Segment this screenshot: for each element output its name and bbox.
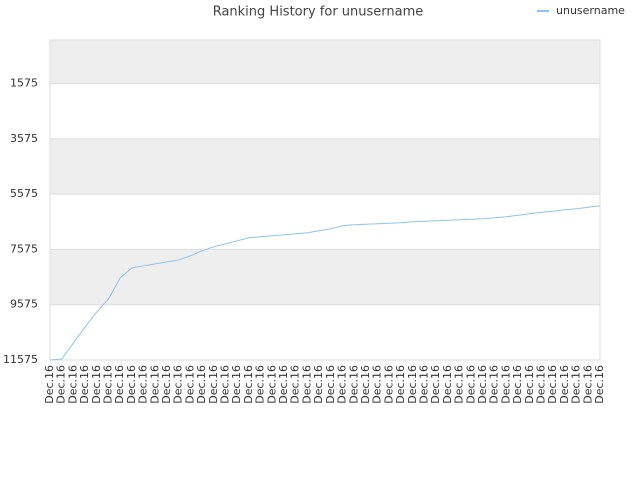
plot-band [50,304,600,360]
x-tick-label: Dec.16 [382,365,395,404]
x-tick-label: Dec.16 [102,365,115,404]
x-tick-label: Dec.16 [534,365,547,404]
x-tick-label: Dec.16 [265,365,278,404]
x-tick-label: Dec.16 [546,365,559,404]
x-tick-label: Dec.16 [300,365,313,404]
x-tick-label: Dec.16 [371,365,384,404]
x-tick-label: Dec.16 [570,365,583,404]
x-tick-label: Dec.16 [441,365,454,404]
y-tick-label: 5575 [10,187,38,200]
x-tick-label: Dec.16 [55,365,68,404]
y-tick-label: 11575 [3,353,38,366]
x-tick-label: Dec.16 [336,365,349,404]
x-tick-label: Dec.16 [78,365,91,404]
x-tick-label: Dec.16 [160,365,173,404]
x-tick-label: Dec.16 [347,365,360,404]
x-tick-label: Dec.16 [148,365,161,404]
plot-band [50,40,600,84]
x-tick-label: Dec.16 [172,365,185,404]
plot-band [50,138,600,195]
x-tick-label: Dec.16 [406,365,419,404]
x-tick-label: Dec.16 [43,365,56,404]
x-tick-label: Dec.16 [137,365,150,404]
x-tick-label: Dec.16 [523,365,536,404]
legend-label: unusername [556,4,625,17]
x-tick-label: Dec.16 [289,365,302,404]
x-tick-label: Dec.16 [183,365,196,404]
y-tick-label: 1575 [10,77,38,90]
x-tick-label: Dec.16 [499,365,512,404]
x-tick-label: Dec.16 [66,365,79,404]
plot-band [50,249,600,305]
x-tick-label: Dec.16 [464,365,477,404]
x-tick-label: Dec.16 [417,365,430,404]
y-tick-label: 9575 [10,298,38,311]
x-tick-label: Dec.16 [242,365,255,404]
y-tick-label: 3575 [10,132,38,145]
x-tick-label: Dec.16 [593,365,606,404]
x-tick-label: Dec.16 [113,365,126,404]
plot-band [50,194,600,250]
x-tick-label: Dec.16 [476,365,489,404]
x-tick-label: Dec.16 [90,365,103,404]
x-tick-label: Dec.16 [207,365,220,404]
x-tick-label: Dec.16 [230,365,243,404]
x-tick-label: Dec.16 [359,365,372,404]
x-tick-label: Dec.16 [125,365,138,404]
plot-band [50,83,600,139]
x-tick-label: Dec.16 [324,365,337,404]
x-tick-label: Dec.16 [219,365,232,404]
chart-title: Ranking History for unusername [213,5,424,20]
x-tick-label: Dec.16 [429,365,442,404]
x-tick-label: Dec.16 [453,365,466,404]
x-tick-label: Dec.16 [254,365,267,404]
x-tick-label: Dec.16 [558,365,571,404]
x-tick-label: Dec.16 [488,365,501,404]
x-tick-label: Dec.16 [312,365,325,404]
x-tick-label: Dec.16 [581,365,594,404]
data-line [49,205,601,361]
x-tick-label: Dec.16 [511,365,524,404]
y-tick-label: 7575 [10,242,38,255]
x-tick-label: Dec.16 [394,365,407,404]
x-tick-label: Dec.16 [277,365,290,404]
x-tick-label: Dec.16 [195,365,208,404]
